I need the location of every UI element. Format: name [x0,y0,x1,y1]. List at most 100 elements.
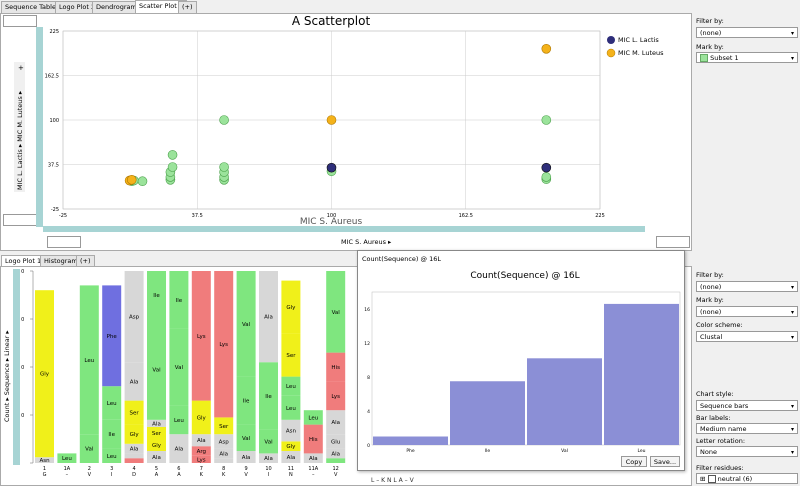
save-button[interactable]: Save... [650,456,680,467]
logo-residue-label: Glu [331,439,340,445]
bar-labels-select[interactable]: Medium name▾ [696,423,798,434]
hist-bar[interactable] [373,437,448,446]
right-top-panel: Filter by: (none)▾ Mark by: Subset 1▾ [692,13,800,249]
logo-y-tick: 10 [21,413,24,419]
filter-by-label: Filter by: [696,17,724,25]
y-tick-label: 100 [49,118,59,124]
scatter-point[interactable] [138,177,147,186]
hist-bar[interactable] [604,304,679,445]
logo-segment[interactable] [214,458,233,463]
mark-by-label: Mark by: [696,43,724,51]
histogram-window[interactable]: Count(Sequence) @ 16L Count(Sequence) @ … [357,250,685,471]
x-min-input[interactable] [47,236,81,248]
scatter-point[interactable] [220,116,229,125]
scatter-title: A Scatterplot [292,14,371,28]
logo-y-tick: 30 [21,317,24,323]
y-axis-selector[interactable]: MIC L. Lactis ▸ MIC M. Luteus ▸ [16,91,24,190]
hist-y-tick: 12 [364,341,370,347]
logo-stacks: AsnGlyLeuValLeuLeuIleLeuPheAlaGlySerAlaA… [35,271,345,464]
scatter-point[interactable] [168,150,177,159]
logo-residue-label: Ser [152,431,162,437]
scatter-point[interactable] [542,44,551,53]
logo-x-subtick: D [132,472,136,478]
chevron-down-icon: ▾ [791,447,794,458]
chevron-down-icon: ▾ [791,424,794,435]
letter-rotation-value: None [700,448,717,456]
logo-residue-label: Ser [130,411,140,417]
hist-bar[interactable] [527,358,602,445]
logo-residue-label: Lys [331,394,340,400]
logo-residue-label: Gly [197,415,207,421]
zoom-plus-icon[interactable]: + [18,64,24,72]
hist-y-tick: 0 [367,443,370,449]
logo-residue-label: Val [175,365,184,371]
logo-residue-label: Ala [130,447,139,453]
logo-residue-label: Val [85,447,94,453]
y-min-input[interactable] [3,214,37,226]
y-max-input[interactable] [3,15,37,27]
logo-residue-label: Ser [219,424,229,430]
scatter-point[interactable] [542,163,551,172]
mark-by-value-2: (none) [700,308,721,316]
legend-label-luteus: MIC M. Luteus [618,49,664,57]
filter-by-select[interactable]: (none)▾ [696,27,798,38]
scatter-point[interactable] [168,162,177,171]
bar-labels-label: Bar labels: [696,414,730,422]
logo-residue-label: Ile [176,298,183,304]
x-max-input[interactable] [656,236,690,248]
chevron-down-icon: ▾ [791,307,794,318]
mark-by-select-2[interactable]: (none) ▾ [696,306,798,317]
logo-residue-label: Ala [309,456,318,462]
scatter-point[interactable] [327,163,336,172]
logo-axis-menu[interactable]: Count ▸ Sequence ▸ Linear ▸ [3,330,11,422]
expand-icon[interactable]: ⊞ [700,475,705,483]
logo-residue-label: Gly [130,432,140,438]
logo-residue-label: Ala [242,455,251,461]
letter-rotation-select[interactable]: None ▾ [696,446,798,457]
scatter-point[interactable] [542,172,551,181]
subset-color-swatch [700,54,708,62]
logo-y-tick: 20 [21,365,24,371]
hist-bar[interactable] [450,381,525,445]
checkbox-icon[interactable] [708,475,716,483]
logo-x-subtick: – [66,472,69,478]
filter-by-select-2[interactable]: (none) ▾ [696,281,798,292]
letter-rotation-label: Letter rotation: [696,437,745,445]
logo-residue-label: Lys [197,457,206,463]
logo-segment[interactable] [125,453,144,458]
logo-x-subtick: K [222,472,226,478]
chevron-down-icon: ▾ [791,28,794,39]
scatter-point[interactable] [542,116,551,125]
logo-segment[interactable] [326,458,345,463]
logo-residue-label: Ile [108,432,115,438]
x-axis-selector[interactable]: MIC S. Aureus ▸ [341,238,391,246]
logo-y-ticks: 010203040 [21,269,33,467]
hist-y-tick: 4 [367,409,370,415]
logo-residue-label: Val [332,310,341,316]
scatter-point[interactable] [327,116,336,125]
x-tick-label: 162.5 [459,213,473,219]
color-scheme-select[interactable]: Clustal▾ [696,331,798,342]
logo-residue-label: Asn [286,429,297,435]
logo-residue-label: Leu [107,454,117,460]
scatter-point[interactable] [220,162,229,171]
logo-residue-label: Leu [84,358,94,364]
filter-by-value-2: (none) [700,283,721,291]
logo-segment[interactable] [125,458,144,463]
logo-x-subtick: K [200,472,204,478]
tab-add[interactable]: (+) [178,1,197,13]
x-tick-label: 37.5 [192,213,203,219]
chevron-down-icon: ▾ [791,282,794,293]
scatter-point[interactable] [127,175,136,184]
chart-style-label: Chart style: [696,390,734,398]
logo-residue-label: Gly [286,444,296,450]
chart-style-select[interactable]: Sequence bars▾ [696,400,798,411]
histogram-title-bar[interactable]: Count(Sequence) @ 16L [362,255,441,263]
chart-style-value: Sequence bars [700,402,748,410]
mark-by-select[interactable]: Subset 1▾ [696,52,798,63]
tree-item-neutral[interactable]: neutral (6) [718,475,753,483]
x-tick-label: -25 [59,213,67,219]
copy-button[interactable]: Copy [621,456,647,467]
logo-residue-label: Val [242,322,251,328]
